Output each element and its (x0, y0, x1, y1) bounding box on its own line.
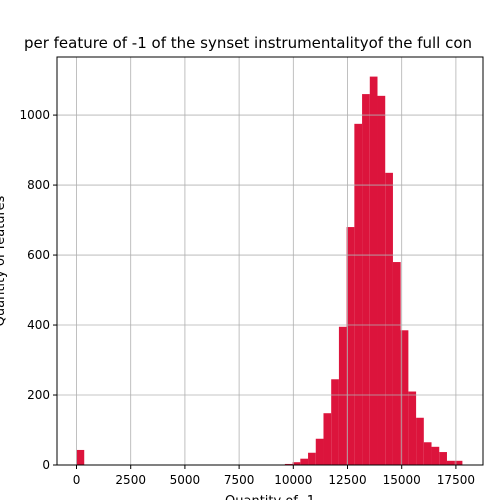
y-tick-label: 600 (27, 248, 50, 262)
y-tick-label: 800 (27, 178, 50, 192)
bar (416, 417, 424, 465)
bar (354, 123, 363, 465)
bar (331, 379, 339, 465)
bar (362, 94, 370, 465)
bar (392, 262, 401, 465)
x-tick-label: 10000 (274, 473, 312, 487)
chart-title: per feature of -1 of the synset instrume… (24, 34, 472, 52)
x-tick-label: 15000 (383, 473, 421, 487)
bar (292, 462, 301, 465)
y-tick-label: 1000 (19, 108, 50, 122)
bar (76, 449, 85, 465)
x-tick-label: 7500 (224, 473, 255, 487)
bar (315, 438, 324, 465)
bar (454, 460, 463, 465)
bar (423, 442, 432, 465)
bar (323, 413, 332, 465)
y-tick-label: 0 (42, 458, 50, 472)
bar (431, 446, 440, 465)
bar (300, 458, 309, 465)
bar (284, 463, 293, 465)
bar (439, 452, 447, 465)
bar (346, 227, 355, 465)
bar (308, 452, 316, 465)
bar (338, 326, 347, 465)
bar (369, 76, 378, 465)
bar (408, 391, 417, 465)
x-axis-label: Quantity of -1 (225, 494, 315, 500)
x-tick-label: 12500 (328, 473, 366, 487)
x-tick-label: 5000 (170, 473, 201, 487)
x-tick-label: 2500 (115, 473, 146, 487)
bar (446, 460, 455, 465)
y-axis-label: Quantity of features (0, 195, 8, 326)
y-tick-label: 200 (27, 388, 50, 402)
plot-frame (56, 56, 484, 466)
bar (385, 172, 393, 466)
y-tick-label: 400 (27, 318, 50, 332)
bar (400, 330, 409, 465)
bar (377, 95, 386, 465)
x-tick-label: 17500 (437, 473, 475, 487)
x-tick-label: 0 (73, 473, 81, 487)
